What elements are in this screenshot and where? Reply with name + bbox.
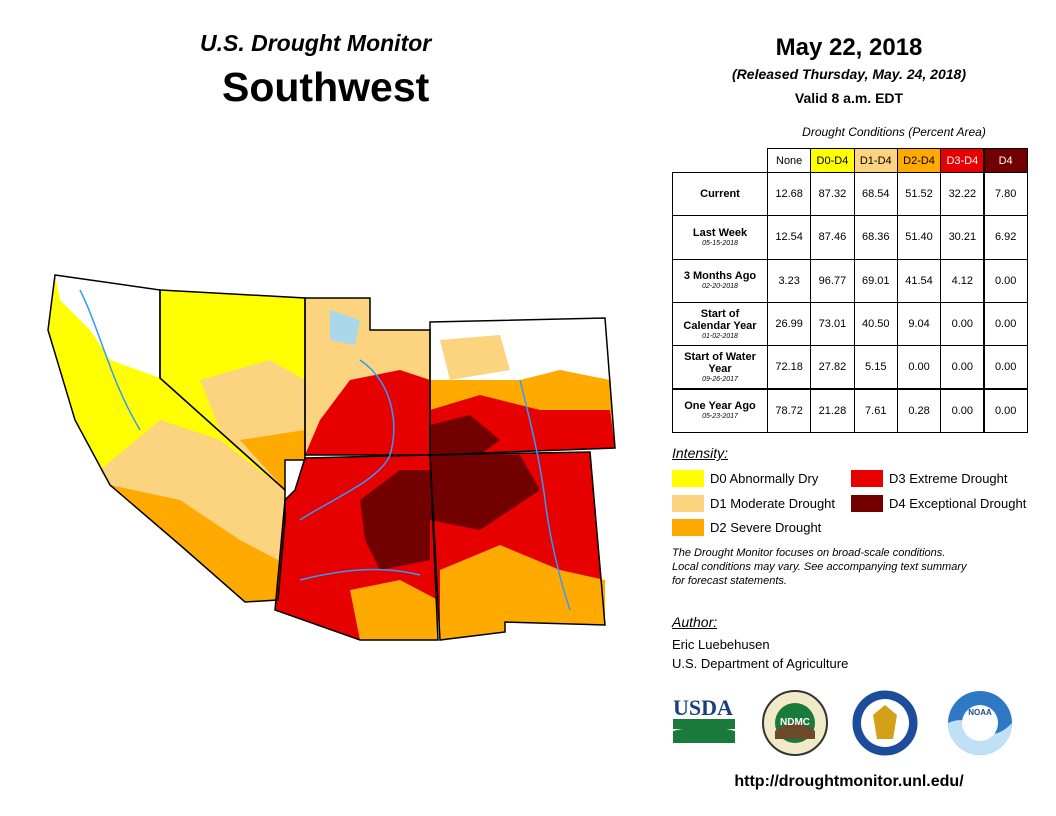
table-cell: 30.21 [940, 215, 985, 260]
logo-text: NDMC [780, 717, 810, 728]
logos: USDA NDMC NOAA [673, 690, 1012, 756]
author-name: Eric Luebehusen [672, 637, 770, 652]
table-cell: 87.46 [810, 215, 855, 260]
map [47, 274, 616, 641]
table-cell: 72.18 [767, 345, 812, 390]
table-cell: 0.00 [940, 301, 985, 347]
table-cell: 27.82 [810, 345, 855, 390]
legend-label: D3 Extreme Drought [889, 471, 1008, 486]
row-date: 02-20-2018 [702, 283, 738, 291]
table-cell: 9.04 [896, 301, 942, 347]
table-cell: 7.80 [983, 172, 1028, 217]
column-header: D4 [983, 148, 1028, 173]
table-cell: 32.22 [940, 172, 985, 217]
table-cell: 5.15 [853, 345, 898, 390]
table-cell: 0.00 [983, 258, 1028, 303]
table-cell: 69.01 [853, 258, 898, 303]
legend-label: D0 Abnormally Dry [710, 471, 819, 486]
released-date: (Released Thursday, May. 24, 2018) [732, 66, 966, 82]
table-cell: 26.99 [767, 301, 812, 347]
table-cell: 68.54 [853, 172, 898, 217]
table-cell: 51.40 [896, 215, 942, 260]
column-header: D3-D4 [940, 148, 985, 173]
row-date: 05-23-2017 [702, 413, 738, 421]
row-label: One Year Ago [684, 400, 756, 413]
table-cell: 0.00 [896, 345, 942, 390]
row-header: 3 Months Ago 02-20-2018 [672, 258, 768, 303]
note-line: for forecast statements. [672, 575, 787, 587]
table-cell: 0.00 [940, 345, 985, 390]
column-header: D2-D4 [896, 148, 942, 173]
valid-time: Valid 8 a.m. EDT [794, 90, 904, 106]
legend-label: D2 Severe Drought [710, 520, 822, 535]
table-cell: 0.28 [896, 388, 942, 433]
row-header: One Year Ago 05-23-2017 [672, 388, 768, 433]
table-cell: 0.00 [983, 301, 1028, 347]
row-label: Start of Calendar Year [683, 307, 757, 332]
table-cell: 4.12 [940, 258, 985, 303]
table-cell: 78.72 [767, 388, 812, 433]
legend-label: D1 Moderate Drought [710, 496, 836, 511]
row-label: 3 Months Ago [683, 270, 757, 283]
table-cell: 73.01 [810, 301, 855, 347]
column-header: D0-D4 [810, 148, 855, 173]
table-cell: 40.50 [853, 301, 898, 347]
row-header: Current [672, 172, 768, 217]
row-date: 01-02-2018 [702, 332, 738, 340]
table-cell: 0.00 [983, 388, 1028, 433]
table-cell: 7.61 [853, 388, 898, 433]
url[interactable]: http://droughtmonitor.unl.edu/ [734, 773, 964, 790]
legend-swatch [672, 519, 704, 536]
table-cell: 87.32 [810, 172, 855, 217]
logo-text: NOAA [968, 708, 992, 717]
logo-text: USDA [673, 695, 733, 720]
note-line: The Drought Monitor focuses on broad-sca… [672, 547, 946, 559]
legend-swatch [672, 470, 704, 487]
author-title: Author: [672, 614, 718, 630]
table-cell: 3.23 [767, 258, 812, 303]
legend-swatch [672, 495, 704, 512]
table-cell: 0.00 [940, 388, 985, 433]
row-label: Last Week [692, 226, 748, 239]
row-label: Start of Water Year [684, 350, 756, 375]
table-cell: 68.36 [853, 215, 898, 260]
legend-label: D4 Exceptional Drought [889, 496, 1027, 511]
table-cell: 21.28 [810, 388, 855, 433]
legend-swatch [851, 470, 883, 487]
table-cell: 96.77 [810, 258, 855, 303]
table-cell: 51.52 [896, 172, 942, 217]
table-cell: 41.54 [896, 258, 942, 303]
author-agency: U.S. Department of Agriculture [672, 656, 849, 671]
table-cell: 0.00 [983, 345, 1028, 390]
row-date: 09-26-2017 [702, 375, 738, 383]
legend-swatch [851, 495, 883, 512]
table-cell: 12.68 [767, 172, 812, 217]
row-label: Current [700, 188, 740, 201]
row-header: Start of Water Year 09-26-2017 [672, 345, 768, 390]
table-cell: 6.92 [983, 215, 1028, 260]
row-date: 05-15-2018 [702, 239, 738, 247]
note-line: Local conditions may vary. See accompany… [672, 561, 967, 573]
row-header: Last Week 05-15-2018 [672, 215, 768, 260]
column-header: None [767, 148, 812, 173]
table-caption: Drought Conditions (Percent Area) [802, 125, 986, 139]
table-cell: 12.54 [767, 215, 812, 260]
valid-date: May 22, 2018 [775, 34, 923, 61]
region-title: Southwest [222, 64, 430, 110]
title: U.S. Drought Monitor [200, 30, 432, 56]
row-header: Start of Calendar Year 01-02-2018 [672, 301, 768, 347]
column-header: D1-D4 [853, 148, 898, 173]
legend-title: Intensity: [672, 445, 729, 461]
